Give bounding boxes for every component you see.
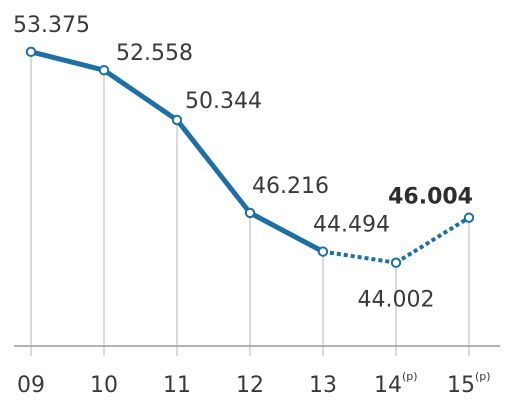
value-label-11: 50.344	[185, 89, 262, 114]
data-point-15	[463, 212, 475, 223]
value-label-14: 44.002	[358, 288, 435, 313]
data-point-11	[171, 114, 183, 126]
x-tick-label-10: 10	[90, 373, 118, 398]
series-segment-11-12	[174, 117, 253, 216]
x-tick-label-09: 09	[17, 373, 45, 398]
data-point-12	[244, 207, 256, 219]
drop-lines	[30, 51, 470, 356]
value-label-15: 46.004	[388, 185, 473, 210]
series-segment-12-13	[247, 210, 326, 255]
x-tick-suffix-14: (p)	[402, 370, 418, 383]
data-point-13	[317, 246, 329, 257]
x-tick-label-14: 14	[374, 373, 402, 398]
x-tick-label-11: 11	[163, 373, 191, 398]
series-segment-14-15	[394, 215, 471, 265]
x-tick-labels: 09 10 11 12 13 14 (p) 15 (p)	[17, 370, 491, 398]
value-label-10: 52.558	[116, 41, 193, 66]
x-tick-label-12: 12	[236, 373, 264, 398]
series-line	[28, 49, 471, 265]
value-label-12: 46.216	[252, 174, 329, 199]
x-tick-label-15: 15	[447, 373, 475, 398]
series-segment-09-10	[28, 49, 107, 73]
x-tick-suffix-15: (p)	[475, 370, 491, 383]
value-label-09: 53.375	[13, 13, 90, 38]
series-segment-13-14	[322, 249, 397, 265]
data-point-14	[390, 257, 402, 268]
series-segment-10-11	[101, 67, 180, 123]
data-point-09	[25, 46, 37, 58]
data-point-10	[98, 64, 110, 76]
value-label-13: 44.494	[313, 213, 390, 238]
x-tick-label-13: 13	[309, 373, 337, 398]
data-labels: 53.375 52.558 50.344 46.216 44.494 44.002 46.0…	[13, 13, 473, 313]
data-point-markers	[25, 46, 475, 268]
